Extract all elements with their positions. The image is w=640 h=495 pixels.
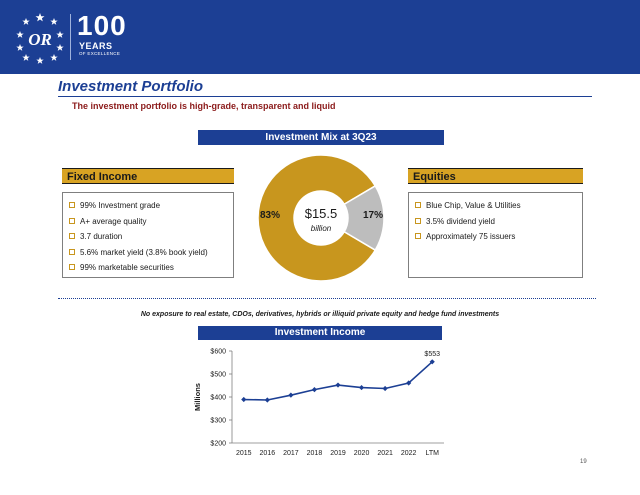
x-tick-label: 2015: [236, 450, 252, 457]
fixed-income-item: 5.6% market yield (3.8% book yield): [69, 245, 233, 261]
star-icon: [16, 44, 24, 51]
slice-label-fixed-income: 83%: [260, 210, 280, 221]
checkbox-bullet-icon: [415, 217, 421, 224]
x-tick-label: 2021: [377, 450, 393, 457]
fixed-income-label: Fixed Income: [62, 168, 234, 184]
fixed-income-item: A+ average quality: [69, 214, 233, 230]
checkbox-bullet-icon: [69, 217, 75, 224]
star-icon: [22, 54, 30, 61]
investment-income-line: [243, 361, 433, 401]
donut-slice-fixed-income: [257, 154, 377, 282]
logo-stars: [16, 13, 64, 64]
checkbox-bullet-icon: [69, 202, 75, 208]
data-point-marker: [335, 382, 341, 388]
donut-slice-equities: [343, 184, 385, 252]
data-point-marker: [429, 359, 435, 365]
x-tick-labels: 2015 2016 2017 2018 2019 2020 2021 2022 LTM: [236, 450, 439, 457]
y-tick-label: $500: [210, 372, 226, 379]
fixed-income-item-text: 99% marketable securities: [80, 263, 174, 272]
anniversary-years: YEARS: [79, 41, 113, 51]
fixed-income-item: 99% Investment grade: [69, 198, 233, 214]
y-tick-label: $400: [210, 395, 226, 402]
fixed-income-item-text: 5.6% market yield (3.8% book yield): [80, 247, 208, 257]
x-tick-label: 2016: [260, 450, 276, 457]
equities-item-text: 3.5% dividend yield: [426, 216, 495, 226]
x-tick-label: 2017: [283, 450, 299, 457]
y-tick-labels: $200 $300 $400 $500 $600: [210, 349, 232, 448]
chart-axes: [231, 351, 444, 444]
series-markers: [241, 359, 435, 403]
donut-slices: [257, 154, 385, 282]
star-icon: [50, 18, 58, 25]
y-axis-label: Millions: [193, 383, 202, 411]
checkbox-bullet-icon: [415, 202, 421, 208]
section-divider: [58, 298, 596, 299]
page-subtitle: The investment portfolio is high-grade, …: [72, 101, 336, 111]
star-icon: [16, 31, 24, 38]
x-tick-label: 2020: [354, 450, 370, 457]
fixed-income-item-text: 99% Investment grade: [80, 201, 161, 210]
y-tick-label: $600: [210, 349, 226, 356]
equities-box: Blue Chip, Value & Utilities 3.5% divide…: [408, 192, 583, 278]
star-icon: [35, 13, 45, 22]
equities-list: Blue Chip, Value & Utilities 3.5% divide…: [409, 193, 582, 245]
logo-monogram: OR: [28, 30, 52, 49]
header-band: OR 100 YEARS OF EXCELLENCE: [0, 0, 640, 74]
page-title: Investment Portfolio: [58, 78, 204, 95]
star-icon: [50, 54, 58, 61]
series-line: [243, 361, 433, 401]
data-point-marker: [382, 385, 388, 392]
data-point-marker: [311, 387, 318, 393]
checkbox-bullet-icon: [69, 233, 75, 239]
equities-item-text: Blue Chip, Value & Utilities: [426, 201, 521, 210]
investment-income-line-chart: $200$300$400$500$600 2015 2016 2017 2018 201…: [193, 349, 444, 457]
logo-divider: [70, 14, 71, 60]
checkbox-bullet-icon: [415, 233, 421, 239]
star-icon: [36, 57, 44, 64]
anniversary-tagline: OF EXCELLENCE: [79, 51, 121, 56]
y-tick-label: $200: [210, 441, 226, 448]
slice-label-equities: 17%: [363, 210, 383, 221]
page-number: 19: [580, 459, 587, 465]
data-point-marker: [264, 397, 270, 403]
exposure-disclaimer: No exposure to real estate, CDOs, deriva…: [140, 311, 500, 318]
donut-center-unit: billion: [311, 224, 332, 233]
fixed-income-list: 99% Investment grade A+ average quality …: [63, 193, 233, 276]
fixed-income-item-text: 3.7 duration: [80, 232, 123, 241]
x-tick-label: 2022: [401, 450, 417, 457]
data-point-marker: [241, 396, 247, 403]
star-icon: [56, 31, 64, 38]
x-tick-label: 2018: [307, 450, 323, 457]
equities-label: Equities: [408, 168, 583, 184]
fixed-income-box: 99% Investment grade A+ average quality …: [62, 192, 234, 278]
investment-income-header: Investment Income: [198, 326, 442, 340]
x-tick-label: 2019: [330, 450, 346, 457]
equities-item: 3.5% dividend yield: [415, 214, 582, 230]
star-icon: [56, 44, 64, 51]
checkbox-bullet-icon: [69, 248, 75, 255]
checkbox-bullet-icon: [69, 264, 75, 270]
anniversary-number: 100: [77, 10, 127, 41]
fixed-income-item-text: A+ average quality: [80, 216, 147, 226]
company-logo: OR: [16, 13, 64, 64]
ltm-value-annotation: $553: [424, 351, 440, 358]
investment-mix-header: Investment Mix at 3Q23: [198, 130, 444, 145]
equities-item: Blue Chip, Value & Utilities: [415, 198, 582, 214]
y-tick-label: $300: [210, 418, 226, 425]
fixed-income-item: 3.7 duration: [69, 229, 233, 245]
data-point-marker: [358, 384, 365, 391]
equities-item: Approximately 75 issuers: [415, 229, 582, 245]
fixed-income-item: 99% marketable securities: [69, 260, 233, 276]
investment-mix-donut-chart: 83% 17% $15.5 billion: [257, 154, 385, 282]
title-rule: [58, 96, 592, 97]
star-icon: [22, 18, 30, 25]
equities-item-text: Approximately 75 issuers: [426, 232, 516, 241]
x-tick-label: LTM: [425, 450, 439, 457]
donut-center-value: $15.5: [305, 206, 338, 221]
data-point-marker: [288, 392, 294, 398]
